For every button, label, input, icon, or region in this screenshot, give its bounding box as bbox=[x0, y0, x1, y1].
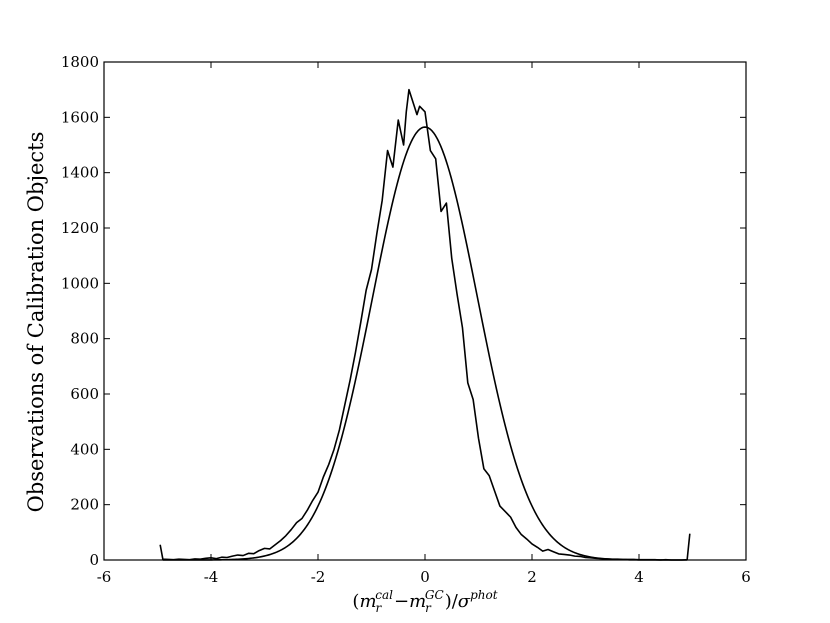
y-tick-label: 1400 bbox=[61, 164, 99, 182]
x-axis-label: (mrcal−mrGC)/σphot bbox=[352, 588, 497, 615]
y-tick-label: 1600 bbox=[61, 108, 99, 126]
plot-frame bbox=[103, 61, 747, 561]
x-tick-label: 2 bbox=[527, 568, 537, 586]
y-tick-label: 1800 bbox=[61, 53, 99, 71]
x-tick-label: -4 bbox=[204, 568, 219, 586]
x-tick-label: 6 bbox=[741, 568, 751, 586]
y-tick-label: 400 bbox=[70, 440, 99, 458]
y-tick-label: 200 bbox=[70, 496, 99, 514]
y-axis-label: Observations of Calibration Objects bbox=[24, 132, 48, 513]
x-tick-label: -2 bbox=[311, 568, 326, 586]
gaussian-fit-line bbox=[162, 126, 688, 561]
y-tick-label: 1200 bbox=[61, 219, 99, 237]
x-tick-label: -6 bbox=[97, 568, 112, 586]
y-tick-label: 800 bbox=[70, 330, 99, 348]
x-tick-label: 4 bbox=[634, 568, 644, 586]
y-tick-label: 1000 bbox=[61, 274, 99, 292]
y-tick-label: 600 bbox=[70, 385, 99, 403]
plot-marks bbox=[159, 88, 691, 561]
x-tick-label: 0 bbox=[420, 568, 430, 586]
y-tick-label: 0 bbox=[89, 551, 99, 569]
tick-labels: -6 -4 -2 0 2 4 6 0 200 400 600 800 1000 1200 1400 1600 1… bbox=[61, 53, 751, 586]
